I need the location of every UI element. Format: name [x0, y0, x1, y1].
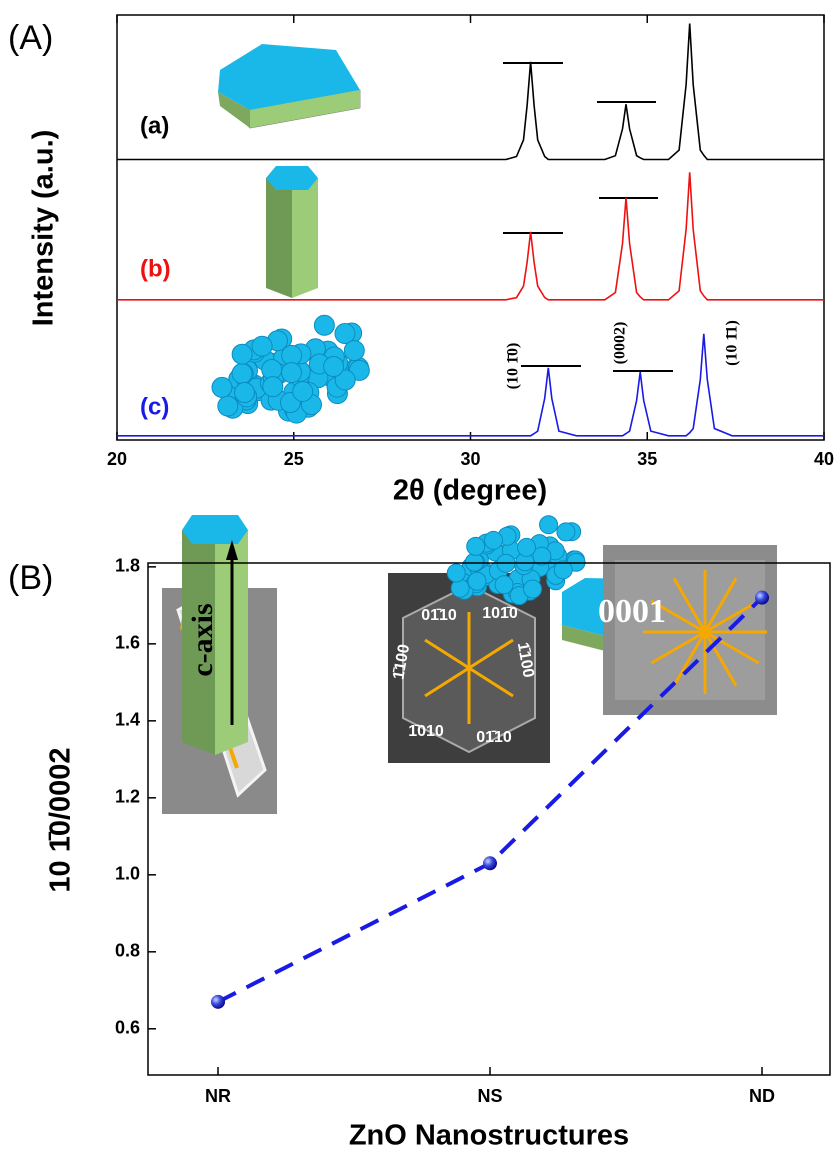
x-tick-label: 30: [460, 449, 480, 469]
series-label: (c): [140, 393, 169, 420]
figure: 20 25 30 35 40 (a) (b) (c) (10 1̄0) (0002) (10 1̄1…: [0, 0, 840, 1155]
data-point: [755, 591, 769, 605]
rod-icon: [266, 166, 318, 298]
y-tick-label: 1.4: [115, 710, 140, 730]
x-tick-label: 40: [814, 449, 834, 469]
nanosphere: [540, 516, 558, 534]
nanosphere: [235, 383, 255, 403]
x-tick-label: 25: [284, 449, 304, 469]
nanosphere: [324, 357, 344, 377]
data-point: [211, 995, 225, 1009]
nanosphere: [447, 564, 465, 582]
x-tick-label: 20: [107, 449, 127, 469]
y-axis-title: 10 1̄0/0002: [45, 747, 77, 892]
panel-label: (B): [8, 559, 53, 597]
peak-label: (10 1̄1): [724, 320, 741, 366]
y-tick-label: 1.0: [115, 864, 140, 884]
peak-label: (10 1̄0): [505, 343, 522, 390]
nanosphere: [344, 341, 364, 361]
y-tick-label: 1.6: [115, 633, 140, 653]
x-tick-label: NR: [205, 1086, 231, 1106]
peak-reference-bars: [503, 63, 673, 371]
nanosphere: [232, 344, 252, 364]
nanosphere: [524, 580, 542, 598]
facet-label: 01̄10: [476, 729, 512, 746]
facet-label: 101̄0: [482, 605, 518, 622]
nanosphere: [218, 396, 238, 416]
y-tick-label: 1.8: [115, 556, 140, 576]
series-label: (b): [140, 255, 171, 282]
facet-label: 01̄10: [421, 607, 457, 624]
sphere-cluster: [212, 315, 369, 423]
xrd-curve: [117, 172, 824, 299]
facet-label: 1̄010: [408, 723, 444, 740]
x-tick-label: ND: [749, 1086, 775, 1106]
axis-label: c-axis: [186, 603, 219, 676]
peak-label: (0002): [612, 322, 629, 365]
nanosphere: [557, 523, 575, 541]
nanosphere: [232, 364, 252, 384]
nanosphere: [281, 363, 301, 383]
nanosphere: [484, 531, 502, 549]
x-tick-label: 35: [637, 449, 657, 469]
nanosphere: [293, 382, 313, 402]
data-point: [483, 856, 497, 870]
nanosphere: [252, 336, 272, 356]
panel-label: (A): [8, 19, 53, 57]
nanosphere: [467, 537, 485, 555]
y-tick-label: 0.8: [115, 941, 140, 961]
sem-image-nd: [603, 545, 777, 715]
nanosphere: [518, 538, 536, 556]
x-axis-title: ZnO Nanostructures: [349, 1120, 629, 1152]
plate-icon: [218, 44, 360, 128]
x-tick-label: NS: [477, 1086, 502, 1106]
nanosphere: [468, 572, 486, 590]
plane-label: 0001: [598, 593, 666, 630]
nanosphere: [212, 377, 232, 397]
y-tick-label: 1.2: [115, 787, 140, 807]
nanosphere: [263, 377, 283, 397]
nanosphere: [314, 315, 334, 335]
y-tick-label: 0.6: [115, 1018, 140, 1038]
x-axis-title: 2θ (degree): [393, 475, 547, 507]
nanosphere: [495, 576, 513, 594]
y-axis-title: Intensity (a.u.): [28, 130, 60, 327]
series-label: (a): [140, 112, 169, 139]
